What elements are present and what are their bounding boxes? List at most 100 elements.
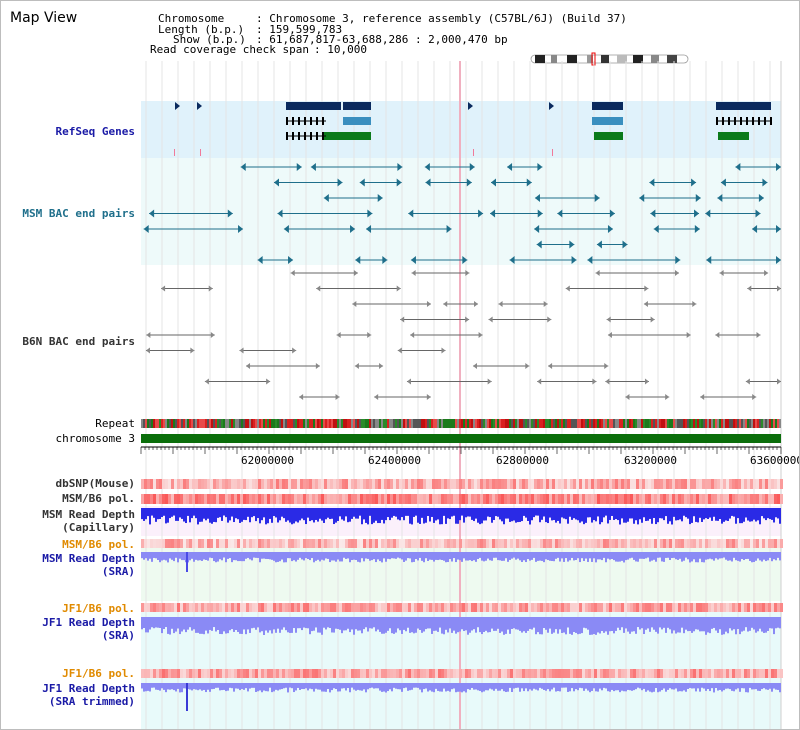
read-depth-bar [507,552,509,562]
polymorphism-cell [390,669,393,678]
msm-bac-end [424,163,430,171]
read-depth-bar [167,508,169,523]
polymorphism-cell [519,603,522,612]
polymorphism-cell [573,494,576,504]
repeat-segment [273,419,275,428]
read-depth-bar [297,683,299,688]
polymorphism-cell [297,479,300,489]
polymorphism-cell [597,494,600,504]
repeat-segment [627,419,629,428]
jf1-b6-pol-label-2[interactable]: JF1/B6 pol. [62,667,135,680]
read-depth-bar [681,552,683,562]
dbsnp-label[interactable]: dbSNP(Mouse) [55,477,135,490]
repeat-segment [745,419,747,428]
read-depth-bar [361,617,363,634]
read-depth-bar [281,508,283,517]
polymorphism-cell [321,539,324,548]
polymorphism-cell [255,479,258,489]
polymorphism-cell [309,539,312,548]
read-depth-bar [553,617,555,633]
polymorphism-cell [702,539,705,548]
polymorphism-cell [645,603,648,612]
read-depth-bar [353,683,355,690]
msm-b6-pol-label[interactable]: MSM/B6 pol. [62,492,135,505]
polymorphism-cell [777,539,780,548]
read-depth-bar [731,683,733,691]
jf1-read-depth-trim-label[interactable]: JF1 Read Depth [42,682,135,695]
read-depth-bar [485,617,487,631]
read-depth-bar [381,683,383,692]
msm-bac-end [758,194,764,202]
read-depth-bar [277,617,279,629]
read-depth-bar [489,552,491,561]
read-depth-bar [767,508,769,519]
b6n-bac-end [292,347,297,354]
read-depth-bar [633,508,635,524]
jf1-b6-pol-label[interactable]: JF1/B6 pol. [62,602,135,615]
read-depth-bar [549,617,551,629]
repeat-segment [239,419,241,428]
b6n-bac-label[interactable]: B6N BAC end pairs [22,335,135,348]
jf1-read-depth-sra-label[interactable]: JF1 Read Depth [42,616,135,629]
msm-read-depth-sra-label[interactable]: MSM Read Depth [42,552,135,565]
polymorphism-cell [570,603,573,612]
repeat-segment [391,419,393,428]
gene-feature [286,102,341,110]
read-depth-bar [387,683,389,692]
read-depth-bar [655,683,657,689]
read-depth-bar [663,552,665,562]
read-depth-bar [521,683,523,689]
refseq-genes-label[interactable]: RefSeq Genes [55,125,135,138]
msm-read-depth-capillary-label[interactable]: MSM Read Depth [42,508,135,521]
polymorphism-cell [486,603,489,612]
read-depth-bar [775,508,777,518]
b6n-bac-end [605,378,610,385]
polymorphism-cell [576,669,579,678]
read-depth-bar [587,617,589,630]
read-depth-bar [191,508,193,519]
read-depth-bar [657,508,659,523]
polymorphism-cell [612,669,615,678]
b6n-bac-end [565,285,570,292]
polymorphism-cell [477,494,480,504]
polymorphism-cell [384,494,387,504]
polymorphism-cell [297,539,300,548]
polymorphism-cell [204,479,207,489]
read-depth-bar [705,683,707,691]
polymorphism-cell [507,479,510,489]
polymorphism-cell [720,603,723,612]
polymorphism-cell [303,603,306,612]
repeat-segment [383,419,385,428]
msm-b6-pol-label-2[interactable]: MSM/B6 pol. [62,538,135,551]
read-depth-bar [491,508,493,523]
polymorphism-cell [555,669,558,678]
read-depth-bar [679,508,681,520]
read-depth-bar [403,617,405,630]
read-depth-bar [295,617,297,633]
polymorphism-cell [390,494,393,504]
read-depth-bar [717,552,719,560]
b6n-bac-end [400,316,405,323]
polymorphism-cell [633,603,636,612]
polymorphism-cell [516,603,519,612]
read-depth-bar [371,617,373,629]
read-depth-bar [625,617,627,629]
polymorphism-cell [429,494,432,504]
polymorphism-cell [249,669,252,678]
b6n-bac-end [747,285,752,292]
read-depth-bar [621,508,623,519]
msm-bac-label[interactable]: MSM BAC end pairs [22,207,135,220]
read-depth-bar [703,552,705,563]
read-depth-bar [205,683,207,693]
polymorphism-cell [144,539,147,548]
polymorphism-cell [186,603,189,612]
polymorphism-cell [231,539,234,548]
read-depth-bar [635,683,637,690]
polymorphism-cell [753,494,756,504]
repeat-segment [525,419,527,428]
polymorphism-cell [141,479,144,489]
chromosome-ideogram[interactable] [529,52,691,66]
read-depth-bar [607,552,609,559]
polymorphism-cell [717,494,720,504]
